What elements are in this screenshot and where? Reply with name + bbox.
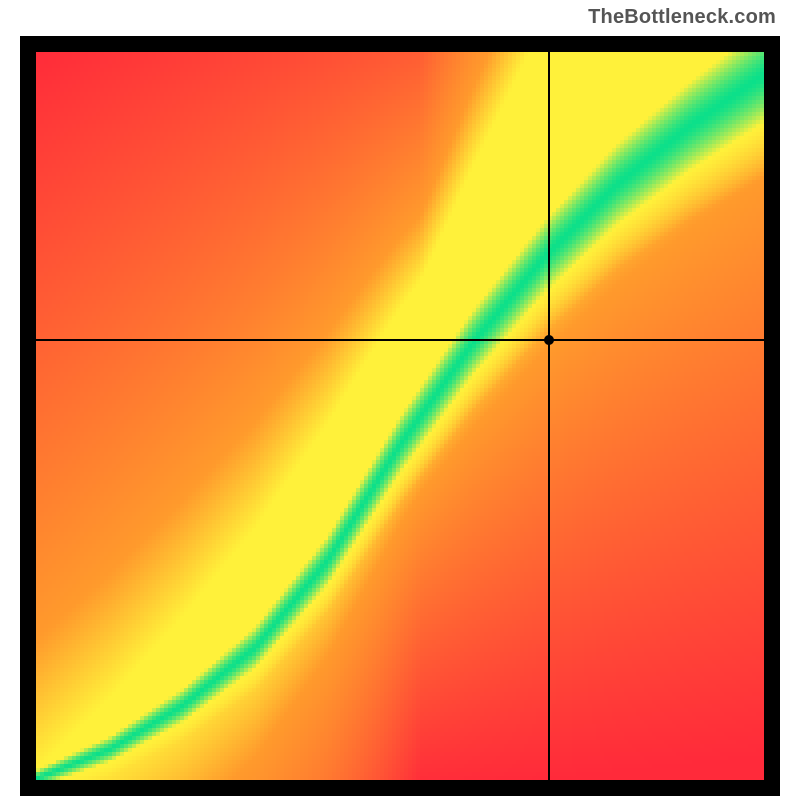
watermark-text: TheBottleneck.com: [588, 6, 776, 29]
crosshair-vertical: [548, 52, 550, 780]
crosshair-horizontal: [36, 339, 764, 341]
root-container: TheBottleneck.com: [0, 0, 800, 800]
heatmap-canvas: [36, 52, 764, 780]
crosshair-marker: [544, 335, 554, 345]
